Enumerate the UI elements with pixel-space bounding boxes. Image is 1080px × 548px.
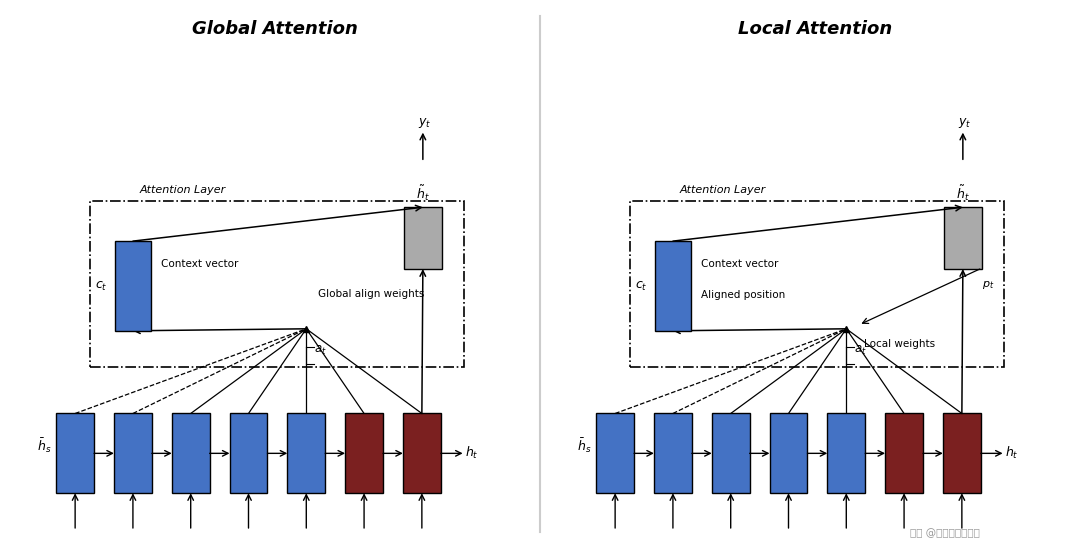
- Text: Local Attention: Local Attention: [739, 20, 892, 38]
- Bar: [827, 414, 865, 493]
- Text: $y_t$: $y_t$: [418, 116, 432, 129]
- Text: $h_t$: $h_t$: [464, 446, 478, 461]
- Text: $y_t$: $y_t$: [958, 116, 972, 129]
- Text: Attention Layer: Attention Layer: [140, 185, 226, 195]
- Text: $p_t$: $p_t$: [982, 279, 995, 291]
- Text: 知乎 @电光幻影炼金术: 知乎 @电光幻影炼金术: [910, 528, 980, 538]
- Bar: [943, 414, 981, 493]
- Text: Aligned position: Aligned position: [701, 290, 785, 300]
- Text: $\bar{h}_s$: $\bar{h}_s$: [37, 436, 51, 455]
- Bar: [630, 201, 1003, 367]
- Text: $c_t$: $c_t$: [635, 279, 648, 293]
- Bar: [654, 241, 691, 331]
- Bar: [403, 414, 441, 493]
- Bar: [712, 414, 750, 493]
- Bar: [230, 414, 268, 493]
- Bar: [56, 414, 94, 493]
- Text: $a_t$: $a_t$: [314, 344, 327, 357]
- Text: $h_t$: $h_t$: [1004, 446, 1018, 461]
- Bar: [944, 207, 982, 269]
- Text: Local weights: Local weights: [864, 339, 935, 349]
- Bar: [770, 414, 808, 493]
- Bar: [886, 414, 923, 493]
- Text: Attention Layer: Attention Layer: [680, 185, 766, 195]
- Bar: [287, 414, 325, 493]
- Bar: [346, 414, 383, 493]
- Bar: [90, 201, 463, 367]
- Bar: [114, 241, 151, 331]
- Bar: [596, 414, 634, 493]
- Text: $a_t$: $a_t$: [854, 344, 867, 357]
- Text: Context vector: Context vector: [701, 259, 779, 269]
- Bar: [654, 414, 692, 493]
- Text: $\tilde{h}_t$: $\tilde{h}_t$: [416, 184, 430, 203]
- Text: $c_t$: $c_t$: [95, 279, 108, 293]
- Text: $\tilde{h}_t$: $\tilde{h}_t$: [956, 184, 970, 203]
- Text: Global align weights: Global align weights: [319, 289, 424, 299]
- Text: Context vector: Context vector: [161, 259, 239, 269]
- Bar: [404, 207, 442, 269]
- Bar: [114, 414, 152, 493]
- Text: $\bar{h}_s$: $\bar{h}_s$: [577, 436, 591, 455]
- Text: Global Attention: Global Attention: [192, 20, 359, 38]
- Bar: [172, 414, 210, 493]
